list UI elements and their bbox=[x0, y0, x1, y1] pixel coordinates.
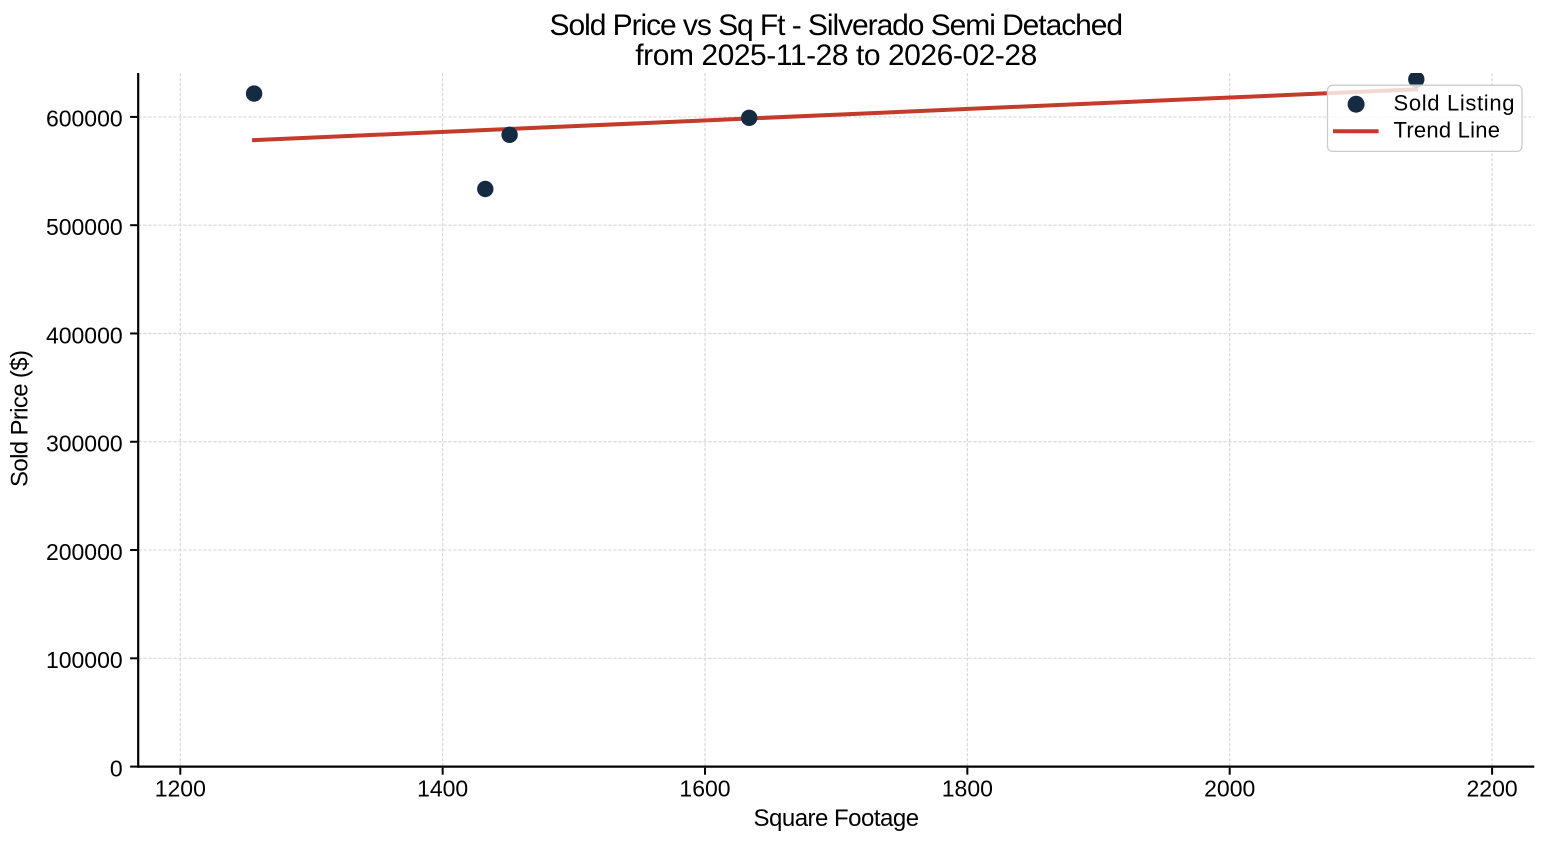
svg-text:200000: 200000 bbox=[46, 539, 123, 565]
svg-text:1600: 1600 bbox=[679, 776, 730, 802]
svg-text:Trend Line: Trend Line bbox=[1394, 118, 1501, 143]
svg-text:from 2025-11-28 to 2026-02-28: from 2025-11-28 to 2026-02-28 bbox=[635, 39, 1037, 72]
svg-text:500000: 500000 bbox=[46, 214, 123, 240]
svg-text:Sold Price ($): Sold Price ($) bbox=[7, 350, 34, 487]
svg-text:1200: 1200 bbox=[155, 776, 206, 802]
svg-text:300000: 300000 bbox=[46, 431, 123, 457]
svg-text:1800: 1800 bbox=[942, 776, 993, 802]
svg-text:2200: 2200 bbox=[1467, 776, 1518, 802]
svg-text:0: 0 bbox=[110, 755, 123, 781]
svg-text:Sold Listing: Sold Listing bbox=[1394, 91, 1515, 116]
svg-text:1400: 1400 bbox=[417, 776, 468, 802]
svg-text:2000: 2000 bbox=[1204, 776, 1255, 802]
svg-text:100000: 100000 bbox=[46, 647, 123, 673]
svg-text:400000: 400000 bbox=[46, 322, 123, 348]
svg-text:Square Footage: Square Footage bbox=[754, 805, 920, 832]
svg-text:Sold Price vs Sq Ft - Silverad: Sold Price vs Sq Ft - Silverado Semi Det… bbox=[550, 9, 1124, 42]
svg-text:600000: 600000 bbox=[46, 106, 123, 132]
